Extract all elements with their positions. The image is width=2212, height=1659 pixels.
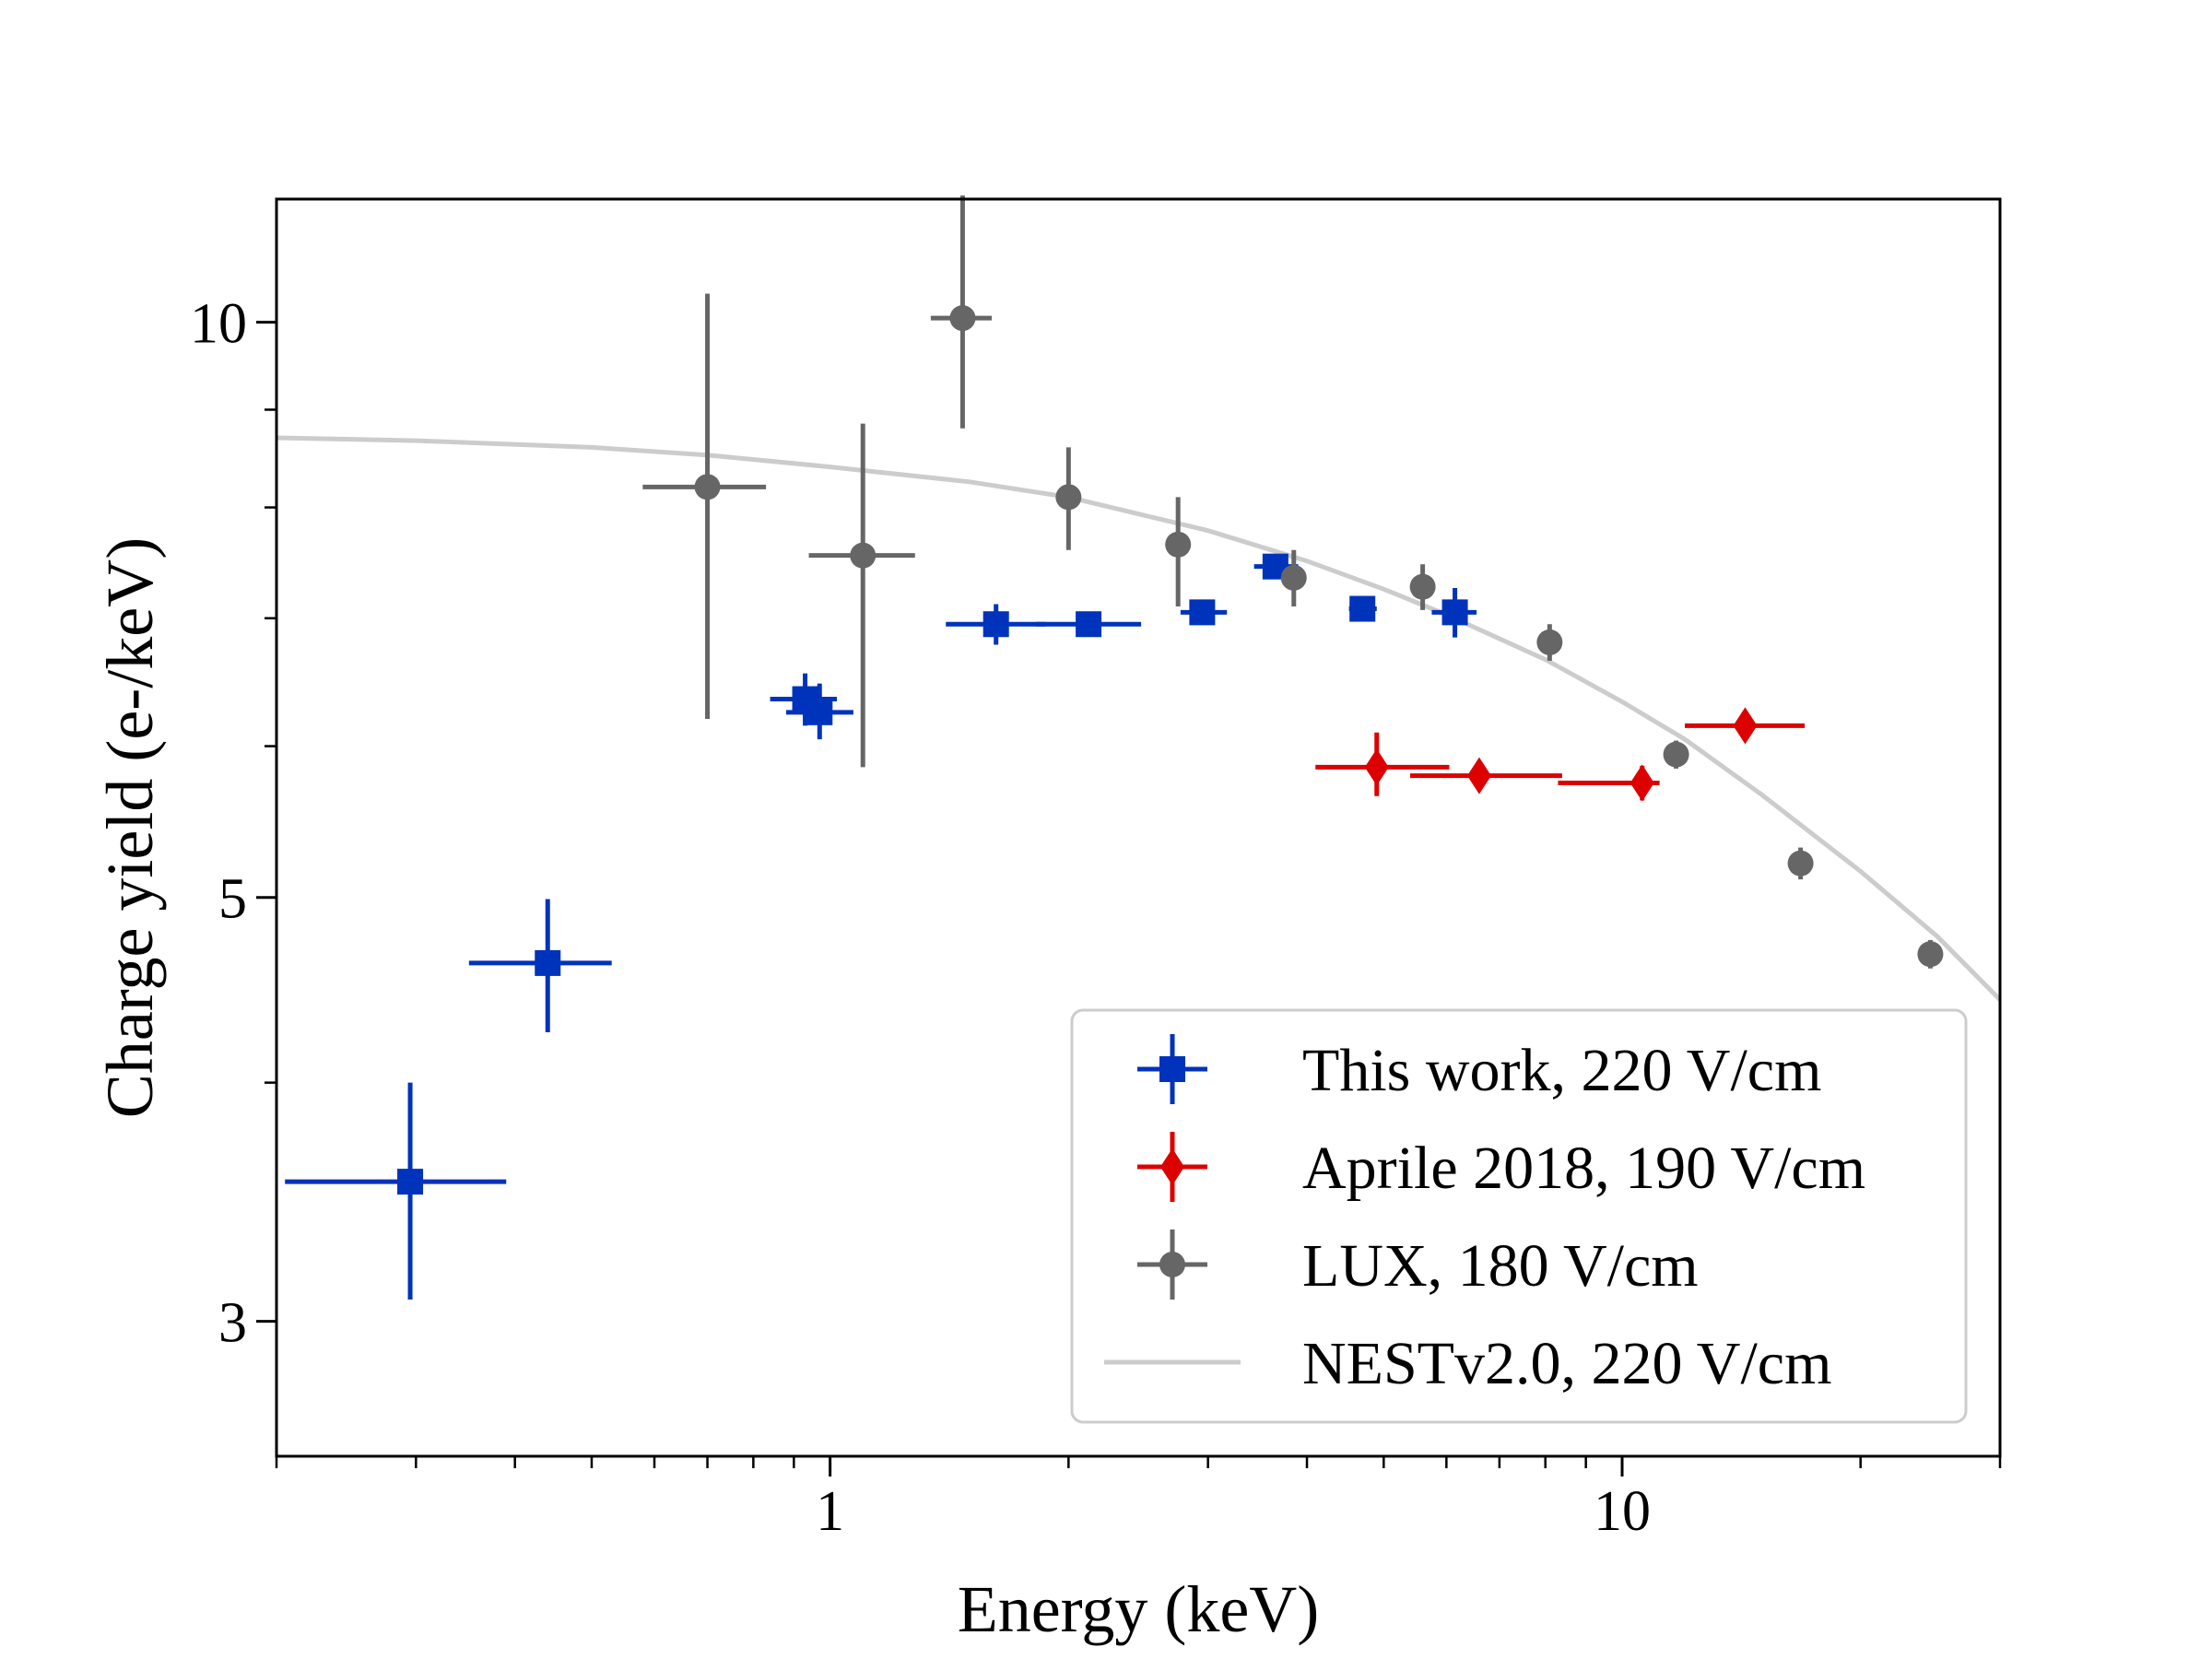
- marker-circle: [949, 305, 976, 332]
- marker-square: [1349, 595, 1376, 622]
- data-point: [1663, 740, 1689, 769]
- data-point: [1410, 757, 1562, 794]
- marker-square: [1189, 599, 1216, 626]
- marker-circle: [1787, 850, 1814, 877]
- data-point: [1409, 564, 1436, 610]
- x-tick-label: 10: [1594, 1480, 1651, 1543]
- legend-entry: This work, 220 V/cm: [1137, 1034, 1821, 1104]
- legend-label: LUX, 180 V/cm: [1302, 1232, 1699, 1300]
- x-axis-label: Energy (keV): [958, 1572, 1320, 1646]
- marker-circle: [1663, 741, 1689, 768]
- marker-circle: [1280, 564, 1307, 591]
- marker-circle: [1917, 941, 1944, 968]
- marker-square: [1441, 599, 1468, 626]
- marker-diamond: [1364, 748, 1389, 786]
- legend: This work, 220 V/cm Aprile 2018, 190 V/cm…: [1070, 1008, 1968, 1424]
- marker-circle: [694, 474, 721, 500]
- marker-circle: [850, 542, 877, 569]
- y-tick-label: 3: [218, 1292, 247, 1355]
- data-point: [468, 899, 612, 1033]
- y-axis-ticks: 3 5 10: [190, 293, 276, 1355]
- legend-entry: Aprile 2018, 190 V/cm: [1137, 1132, 1865, 1202]
- data-point: [1536, 624, 1563, 661]
- marker-diamond: [1630, 764, 1654, 802]
- data-point: [930, 195, 993, 429]
- legend-entries: This work, 220 V/cm Aprile 2018, 190 V/cm…: [1104, 1034, 1865, 1397]
- y-tick-label: 10: [190, 293, 247, 356]
- data-point: [285, 1082, 507, 1300]
- legend-label: This work, 220 V/cm: [1302, 1037, 1821, 1104]
- marker-square: [1076, 611, 1102, 638]
- marker-square: [806, 699, 833, 725]
- legend-swatch-marker: [1159, 1056, 1185, 1082]
- data-point: [785, 683, 853, 740]
- data-point: [1348, 595, 1377, 622]
- legend-box: [1070, 1008, 1968, 1424]
- series-3: [642, 195, 1944, 969]
- marker-circle: [1536, 629, 1563, 655]
- legend-swatch-marker: [1160, 1148, 1184, 1185]
- data-points-layer: [285, 195, 1944, 1300]
- y-axis-label: Charge yield (e-/keV): [93, 537, 167, 1118]
- data-point: [1685, 707, 1806, 745]
- data-point: [1558, 764, 1660, 802]
- marker-diamond: [1466, 757, 1491, 794]
- nest-curve-layer: [276, 435, 2002, 1002]
- data-point: [1180, 599, 1228, 626]
- data-point: [1917, 939, 1944, 969]
- y-tick-label: 5: [218, 868, 247, 931]
- series-2: [1315, 707, 1806, 802]
- marker-square: [982, 611, 1009, 638]
- data-point: [1055, 447, 1082, 550]
- data-point: [946, 604, 1046, 645]
- marker-square: [397, 1169, 424, 1195]
- legend-label: Aprile 2018, 190 V/cm: [1302, 1135, 1865, 1202]
- data-point: [1036, 611, 1142, 638]
- nest-curve: [276, 435, 2002, 1002]
- marker-circle: [1409, 573, 1436, 600]
- series-1: [285, 553, 1477, 1300]
- marker-square: [535, 949, 561, 976]
- data-point: [808, 423, 915, 768]
- data-point: [1787, 847, 1814, 880]
- data-point: [1165, 497, 1192, 607]
- x-tick-label: 1: [816, 1480, 844, 1543]
- marker-diamond: [1733, 707, 1758, 745]
- data-point: [1431, 587, 1477, 638]
- legend-swatch-marker: [1159, 1252, 1185, 1277]
- data-point: [642, 293, 767, 720]
- plot-frame: [275, 197, 2002, 1458]
- marker-circle: [1165, 531, 1192, 558]
- data-point: [1315, 732, 1450, 796]
- marker-circle: [1055, 484, 1082, 511]
- legend-entry: LUX, 180 V/cm: [1137, 1230, 1699, 1300]
- legend-label: NESTv2.0, 220 V/cm: [1302, 1330, 1831, 1397]
- x-axis-ticks: 1 10: [275, 1456, 2002, 1543]
- data-point: [1280, 549, 1307, 607]
- legend-entry: NESTv2.0, 220 V/cm: [1104, 1330, 1831, 1397]
